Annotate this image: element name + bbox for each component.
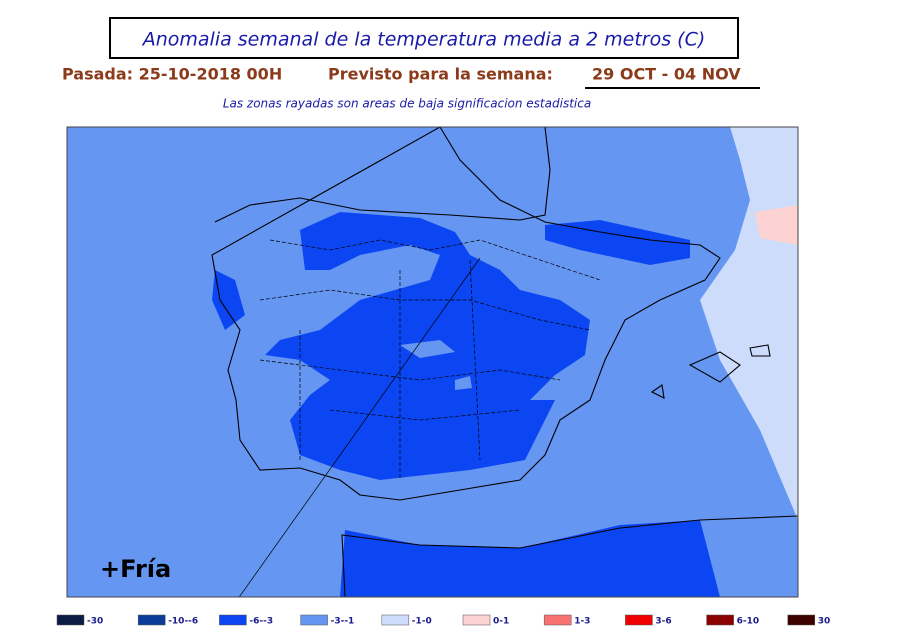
province-borders	[259, 239, 601, 480]
legend-label: -3--1	[331, 617, 355, 627]
cold-zone-nw	[212, 270, 245, 330]
legend-label: -1-0	[412, 617, 432, 627]
legend-swatch	[462, 614, 491, 626]
warm-zone	[755, 205, 798, 245]
legend-swatch	[543, 614, 572, 626]
africa-zone	[340, 520, 720, 597]
legend-swatch	[137, 614, 166, 626]
legend-label: 6-10	[737, 617, 760, 627]
legend: -30 -10--6 -6--3 -3--1 -1-0 0-1 1-3 3-6 6-10 30	[56, 614, 831, 627]
map: +Fría	[66, 126, 799, 598]
note: Las zonas rayadas son areas de baja sign…	[223, 97, 591, 111]
run-label: Pasada: 25-10-2018 00H	[62, 65, 282, 84]
legend-swatch	[706, 614, 734, 626]
legend-swatch	[219, 614, 247, 626]
legend-label: 30	[818, 617, 831, 627]
legend-swatch	[56, 614, 85, 626]
legend-label: -6--3	[249, 617, 273, 627]
coastline	[211, 127, 721, 501]
legend-swatch	[381, 614, 410, 626]
legend-label: 3-6	[655, 617, 671, 627]
legend-label: 0-1	[493, 617, 509, 627]
title: Anomalia semanal de la temperatura media…	[141, 29, 706, 51]
legend-swatch	[625, 614, 653, 626]
legend-label: 1-3	[574, 617, 590, 627]
forecast-week: 29 OCT - 04 NOV	[592, 65, 741, 84]
islands	[650, 344, 771, 399]
cold-zone-ne	[545, 220, 690, 265]
title-box	[109, 17, 739, 59]
legend-label: -10--6	[168, 617, 198, 627]
annotation: +Fría	[100, 555, 171, 583]
guide-line	[238, 257, 481, 597]
legend-swatch	[787, 614, 816, 626]
forecast-label: Previsto para la semana:	[328, 65, 553, 84]
legend-swatch	[300, 614, 328, 626]
africa-coast	[341, 515, 798, 597]
sea-zone	[67, 240, 200, 400]
mild-spot	[400, 340, 472, 390]
legend-label: -30	[87, 617, 103, 627]
map-frame	[66, 126, 799, 598]
